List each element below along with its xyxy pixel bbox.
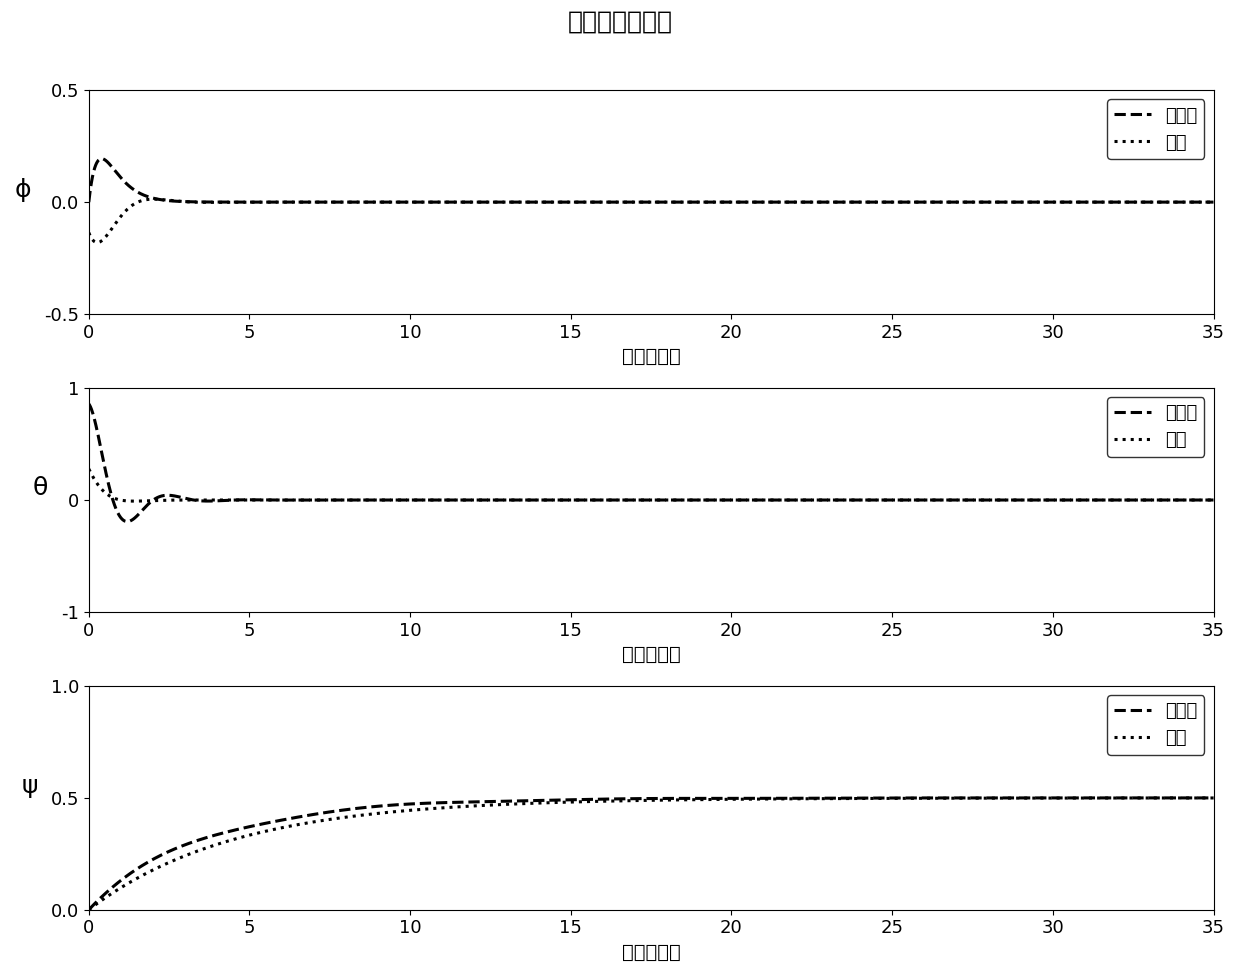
Legend: 增强型, 传统: 增强型, 传统	[1107, 695, 1204, 754]
Legend: 增强型, 传统: 增强型, 传统	[1107, 398, 1204, 456]
Text: 欧拉角跟踪效果: 欧拉角跟踪效果	[568, 10, 672, 34]
X-axis label: 时间（秒）: 时间（秒）	[621, 943, 681, 962]
X-axis label: 时间（秒）: 时间（秒）	[621, 645, 681, 664]
Y-axis label: θ: θ	[32, 476, 48, 500]
Y-axis label: ϕ: ϕ	[15, 178, 31, 202]
Y-axis label: ψ: ψ	[21, 774, 38, 798]
X-axis label: 时间（秒）: 时间（秒）	[621, 347, 681, 366]
Legend: 增强型, 传统: 增强型, 传统	[1107, 100, 1204, 159]
